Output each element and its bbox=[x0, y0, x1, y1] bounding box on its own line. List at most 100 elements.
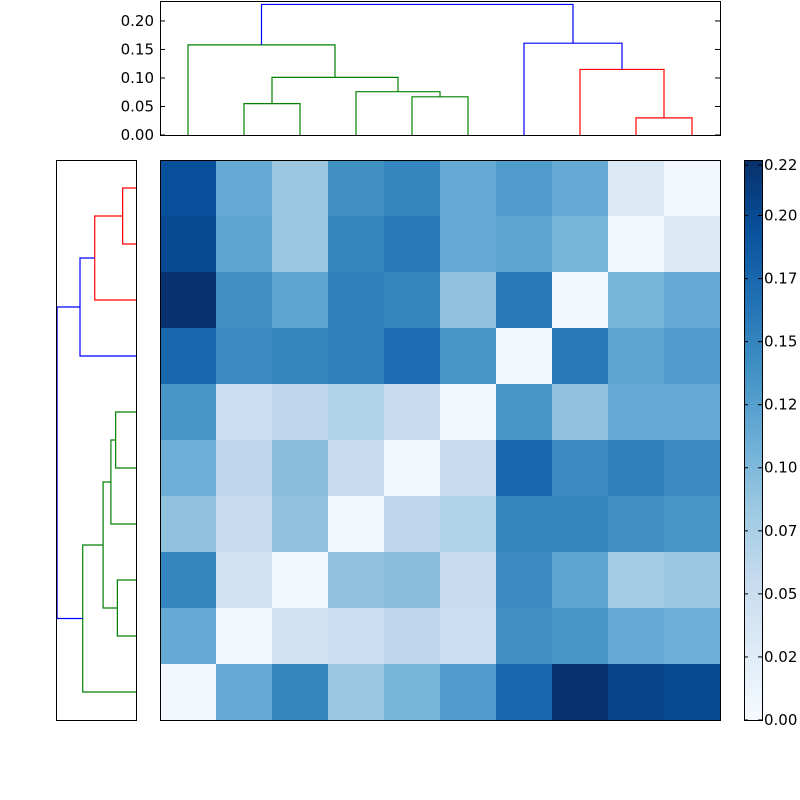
colorbar-gradient-step bbox=[744, 510, 762, 516]
colorbar-gradient-step bbox=[744, 200, 762, 206]
colorbar-gradient-step bbox=[744, 330, 762, 336]
colorbar-gradient-step bbox=[744, 525, 762, 531]
colorbar-gradient-step bbox=[744, 340, 762, 346]
colorbar-gradient-step bbox=[744, 530, 762, 536]
heatmap-cell bbox=[160, 384, 217, 441]
heatmap-cell bbox=[664, 160, 721, 217]
heatmap-cell bbox=[328, 664, 385, 721]
heatmap-cell bbox=[384, 216, 441, 273]
heatmap-cell bbox=[328, 384, 385, 441]
heatmap-cell bbox=[272, 216, 329, 273]
colorbar-gradient-step bbox=[744, 630, 762, 636]
heatmap-cell bbox=[328, 496, 385, 553]
colorbar-gradient-step bbox=[744, 695, 762, 701]
heatmap-cell bbox=[608, 384, 665, 441]
heatmap-cell bbox=[216, 384, 273, 441]
colorbar-gradient-step bbox=[744, 160, 762, 166]
heatmap-cell bbox=[496, 496, 553, 553]
heatmap-cell bbox=[272, 664, 329, 721]
colorbar-gradient-step bbox=[744, 320, 762, 326]
left-dendrogram-link bbox=[116, 579, 136, 637]
heatmap-cell bbox=[496, 552, 553, 609]
colorbar-tick-label: 0.20 bbox=[764, 206, 797, 224]
colorbar-gradient-step bbox=[744, 645, 762, 651]
colorbar-gradient-step bbox=[744, 705, 762, 711]
colorbar-gradient-step bbox=[744, 710, 762, 716]
heatmap-cell bbox=[160, 328, 217, 385]
colorbar-gradient-step bbox=[744, 585, 762, 591]
top-dendrogram-link bbox=[187, 44, 336, 135]
heatmap-cell bbox=[440, 160, 497, 217]
top-dendrogram-frame bbox=[160, 1, 721, 136]
colorbar-gradient-step bbox=[744, 485, 762, 491]
colorbar-gradient-step bbox=[744, 615, 762, 621]
colorbar-gradient-step bbox=[744, 590, 762, 596]
left-dendrogram-link bbox=[122, 187, 136, 245]
heatmap-cell bbox=[272, 608, 329, 665]
colorbar-gradient-step bbox=[744, 225, 762, 231]
colorbar-gradient-step bbox=[744, 260, 762, 266]
colorbar-tick-label: 0.07 bbox=[764, 522, 797, 540]
colorbar-gradient-step bbox=[744, 385, 762, 391]
heatmap-cell bbox=[272, 496, 329, 553]
heatmap-cell bbox=[216, 608, 273, 665]
colorbar-gradient-step bbox=[744, 235, 762, 241]
left-dendrogram-link bbox=[94, 215, 136, 301]
colorbar-gradient-step bbox=[744, 455, 762, 461]
colorbar-gradient-step bbox=[744, 540, 762, 546]
heatmap-cell bbox=[552, 440, 609, 497]
heatmap-cell bbox=[216, 664, 273, 721]
heatmap-cell bbox=[664, 272, 721, 329]
heatmap-cell bbox=[272, 552, 329, 609]
heatmap-cell bbox=[216, 496, 273, 553]
colorbar-gradient-step bbox=[744, 415, 762, 421]
heatmap-cell bbox=[552, 160, 609, 217]
left-dendrogram-link bbox=[102, 481, 118, 609]
colorbar-gradient-step bbox=[744, 285, 762, 291]
heatmap-cell bbox=[384, 608, 441, 665]
colorbar-gradient-step bbox=[744, 185, 762, 191]
colorbar-gradient-step bbox=[744, 335, 762, 341]
heatmap-cell bbox=[664, 216, 721, 273]
heatmap-cell bbox=[160, 608, 217, 665]
colorbar-gradient-step bbox=[744, 450, 762, 456]
colorbar-gradient-step bbox=[744, 670, 762, 676]
colorbar-gradient-step bbox=[744, 490, 762, 496]
colorbar-gradient-step bbox=[744, 325, 762, 331]
heatmap-cell bbox=[496, 160, 553, 217]
left-dendrogram-link bbox=[110, 439, 136, 525]
heatmap-cell bbox=[664, 552, 721, 609]
heatmap-cell bbox=[440, 608, 497, 665]
heatmap-cell bbox=[552, 608, 609, 665]
heatmap-cell bbox=[384, 384, 441, 441]
colorbar-gradient-step bbox=[744, 480, 762, 486]
heatmap-cell bbox=[328, 552, 385, 609]
heatmap-cell bbox=[664, 328, 721, 385]
colorbar-gradient-step bbox=[744, 370, 762, 376]
colorbar-gradient-step bbox=[744, 440, 762, 446]
heatmap-cell bbox=[608, 496, 665, 553]
colorbar-gradient-step bbox=[744, 600, 762, 606]
heatmap-cell bbox=[552, 664, 609, 721]
colorbar-gradient-step bbox=[744, 305, 762, 311]
colorbar-gradient-step bbox=[744, 430, 762, 436]
colorbar-gradient-step bbox=[744, 545, 762, 551]
colorbar-gradient-step bbox=[744, 580, 762, 586]
colorbar-gradient-step bbox=[744, 345, 762, 351]
colorbar-gradient-step bbox=[744, 245, 762, 251]
top-dendrogram-link bbox=[411, 96, 469, 135]
heatmap-cell bbox=[664, 384, 721, 441]
colorbar-gradient-step bbox=[744, 625, 762, 631]
heatmap-cell bbox=[160, 216, 217, 273]
heatmap-cell bbox=[216, 328, 273, 385]
heatmap-cell bbox=[328, 272, 385, 329]
colorbar-gradient-step bbox=[744, 170, 762, 176]
heatmap-cell bbox=[384, 496, 441, 553]
heatmap-cell bbox=[216, 216, 273, 273]
colorbar-gradient-step bbox=[744, 475, 762, 481]
heatmap-cell bbox=[440, 384, 497, 441]
colorbar-gradient-step bbox=[744, 700, 762, 706]
top-dendrogram-link bbox=[355, 91, 441, 135]
colorbar-gradient-step bbox=[744, 505, 762, 511]
colorbar-gradient-step bbox=[744, 315, 762, 321]
